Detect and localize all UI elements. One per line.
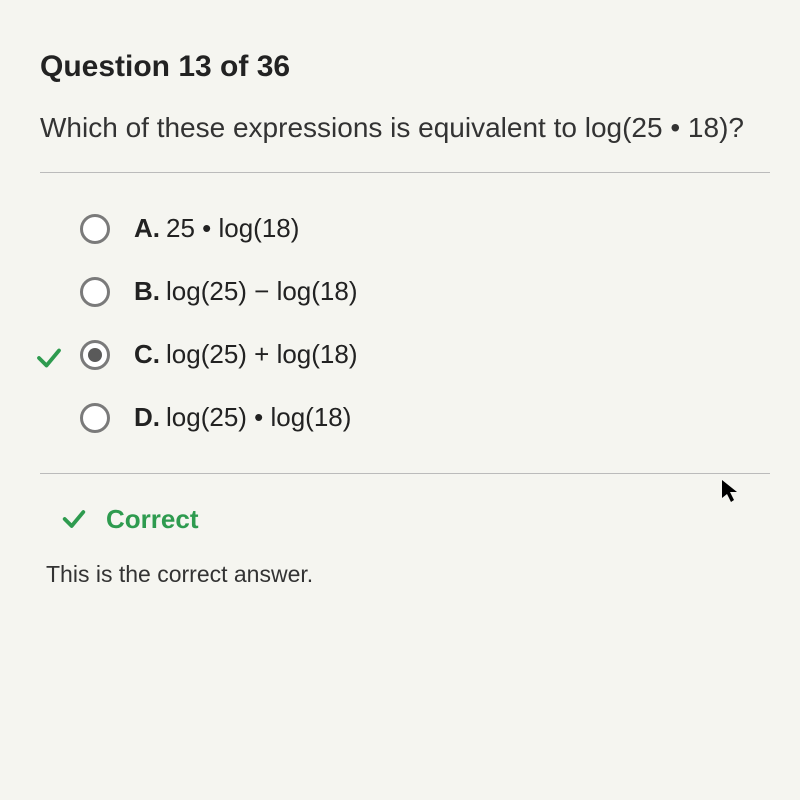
choice-b-label: B.log(25) − log(18) — [134, 276, 358, 307]
divider-bottom — [40, 473, 770, 474]
cursor-icon — [720, 478, 740, 504]
question-text: Which of these expressions is equivalent… — [40, 112, 770, 144]
choice-c[interactable]: C.log(25) + log(18) — [80, 339, 770, 370]
choice-d[interactable]: D.log(25) • log(18) — [80, 402, 770, 433]
choice-d-label: D.log(25) • log(18) — [134, 402, 351, 433]
feedback-row: Correct — [60, 504, 770, 535]
choices-list: A.25 • log(18) B.log(25) − log(18) C.log… — [40, 213, 770, 433]
choice-a-label: A.25 • log(18) — [134, 213, 299, 244]
feedback-explanation: This is the correct answer. — [46, 561, 770, 588]
feedback-label: Correct — [106, 504, 198, 535]
question-header: Question 13 of 36 — [40, 50, 770, 84]
radio-c[interactable] — [80, 340, 110, 370]
choice-b[interactable]: B.log(25) − log(18) — [80, 276, 770, 307]
radio-b[interactable] — [80, 277, 110, 307]
choice-c-label: C.log(25) + log(18) — [134, 339, 358, 370]
radio-d[interactable] — [80, 403, 110, 433]
choice-a[interactable]: A.25 • log(18) — [80, 213, 770, 244]
radio-a[interactable] — [80, 214, 110, 244]
feedback-check-icon — [60, 505, 90, 535]
divider-top — [40, 172, 770, 173]
checkmark-icon — [32, 341, 66, 375]
